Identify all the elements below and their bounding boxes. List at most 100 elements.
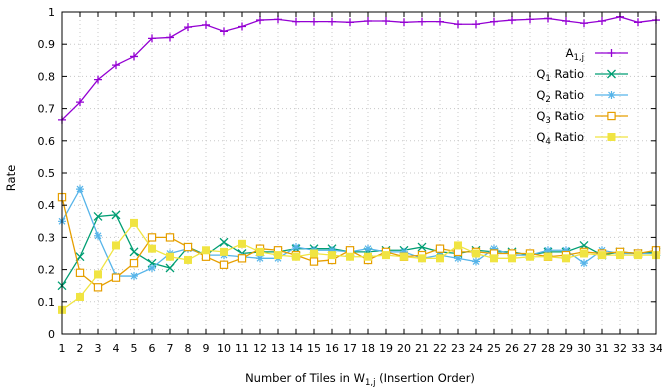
cross-marker-shape [417, 242, 427, 252]
x-tick-label: 2 [77, 342, 84, 355]
filled-square-marker-shape [562, 254, 570, 263]
plus-marker-shape [292, 17, 300, 26]
plus-marker-shape [580, 19, 588, 28]
data-point [129, 258, 139, 268]
legend-label-sub: 1,j [574, 53, 584, 63]
data-point [562, 246, 570, 255]
legend-label-tail: Ratio [551, 109, 584, 123]
data-point [76, 98, 84, 107]
filled-square-marker-shape [256, 247, 264, 256]
x-axis-label-tail: (Insertion Order) [375, 371, 474, 385]
plus-marker-shape [256, 16, 264, 25]
star-marker-shape [292, 243, 300, 252]
x-tick-label: 11 [235, 342, 249, 355]
x-tick-label: 21 [415, 342, 429, 355]
plus-marker-shape [202, 20, 210, 29]
filled-square-marker-shape [76, 292, 84, 301]
x-tick-label: 4 [113, 342, 120, 355]
x-tick-label: 31 [595, 342, 609, 355]
data-point [148, 244, 156, 253]
legend-marker [607, 133, 616, 141]
legend-label-sub: 1 [545, 74, 550, 84]
data-point [237, 254, 247, 263]
legend-item: Q3 Ratio [536, 109, 628, 126]
data-point [274, 251, 282, 260]
data-point [472, 257, 480, 266]
filled-square-marker-shape [130, 218, 138, 227]
star-marker-shape [256, 254, 264, 263]
y-tick-label: 1 [48, 6, 55, 19]
plus-marker-shape [346, 18, 354, 27]
data-point [598, 17, 606, 26]
legend-label: Q3 Ratio [536, 109, 584, 126]
data-point [130, 272, 138, 281]
filled-square-marker-shape [580, 249, 588, 258]
data-point [130, 218, 138, 227]
data-point [292, 17, 300, 26]
legend-label: Q4 Ratio [536, 130, 584, 147]
data-point [526, 252, 534, 261]
data-point [148, 263, 156, 272]
plus-marker-shape [184, 23, 192, 32]
plus-marker-shape [490, 17, 498, 26]
x-tick-label: 1 [59, 342, 66, 355]
plus-marker-shape [328, 17, 336, 26]
series-q-4 [58, 218, 660, 314]
x-tick-label: 17 [343, 342, 357, 355]
data-point [418, 17, 426, 26]
data-point [436, 17, 444, 26]
cross-marker-shape [165, 263, 175, 273]
data-point [382, 251, 390, 260]
y-tick-label: 0.6 [38, 135, 56, 148]
x-tick-label: 7 [167, 342, 174, 355]
legend-label-main: Q [536, 109, 545, 123]
legend-marker [607, 111, 616, 121]
plus-marker-shape [634, 18, 642, 27]
data-point [454, 254, 462, 263]
data-point [346, 252, 354, 261]
series-q-2 [58, 185, 660, 281]
data-point [400, 252, 408, 261]
filled-square-marker-shape [382, 251, 390, 260]
x-tick-label: 8 [185, 342, 192, 355]
x-tick-label: 29 [559, 342, 573, 355]
plus-marker-shape [436, 17, 444, 26]
data-point [94, 270, 102, 279]
filled-square-marker-shape [274, 251, 282, 260]
data-point [94, 75, 102, 84]
legend-label: A1,j [566, 46, 584, 63]
data-point [165, 263, 175, 273]
data-point [346, 18, 354, 27]
data-point [490, 17, 498, 26]
data-point [112, 61, 120, 70]
data-point [382, 17, 390, 26]
legend-label-tail: Ratio [551, 67, 584, 81]
data-point [400, 18, 408, 27]
y-tick-label: 0.1 [38, 296, 56, 309]
legend-item: Q4 Ratio [536, 130, 628, 147]
filled-square-marker-shape [634, 251, 642, 260]
data-point [490, 244, 498, 253]
data-point [75, 268, 85, 278]
x-tick-label: 25 [487, 342, 501, 355]
data-point [454, 241, 462, 250]
box-marker-shape [165, 233, 175, 242]
cross-marker-shape [111, 210, 121, 220]
plus-marker-shape [598, 17, 606, 26]
box-marker-shape [129, 258, 139, 268]
cross-marker-shape [219, 237, 229, 247]
box-marker-shape [75, 268, 85, 278]
star-marker-shape [544, 246, 552, 255]
x-tick-label: 20 [397, 342, 411, 355]
data-point [76, 292, 84, 301]
data-point [562, 254, 570, 263]
cross-marker-shape [607, 69, 616, 79]
x-axis-label: Number of Tiles in W1,j (Insertion Order… [245, 371, 475, 388]
plus-marker-shape [562, 17, 570, 26]
filled-square-marker-shape [292, 252, 300, 261]
data-point [580, 19, 588, 28]
data-point [417, 242, 427, 252]
star-marker-shape [607, 91, 616, 99]
x-tick-label: 33 [631, 342, 645, 355]
